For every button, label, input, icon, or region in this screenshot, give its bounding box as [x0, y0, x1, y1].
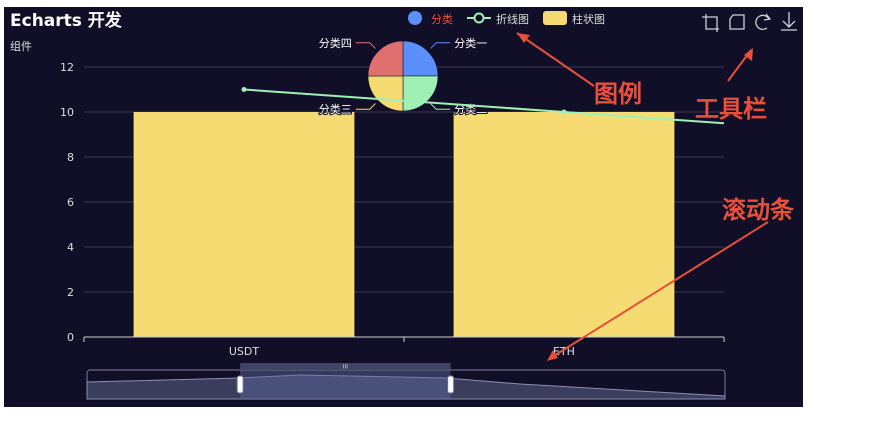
datazoom-slider[interactable]: III: [86, 363, 726, 400]
scrollbar-arrowhead: [547, 350, 558, 361]
line-point: [561, 109, 567, 115]
line-point: [241, 87, 247, 92]
legend: 分类 折线图 柱状图: [408, 11, 605, 26]
y-tick-label: 2: [67, 286, 74, 299]
pie-label-line: [430, 103, 451, 110]
y-tick-label: 6: [67, 196, 74, 209]
legend-item-pie[interactable]: 分类: [408, 11, 453, 26]
pie-slice-label: 分类三: [319, 102, 352, 116]
datazoom-handle: [447, 375, 455, 394]
axes: 0 2 4 6 8 10 12 USDT ETH: [60, 61, 725, 358]
legend-pie-marker: [408, 11, 422, 25]
datazoom-grip: III: [343, 364, 349, 371]
legend-line-marker: [473, 12, 485, 24]
legend-item-bar[interactable]: 柱状图: [543, 11, 605, 26]
crop-icon[interactable]: [702, 14, 719, 32]
annotations: 图例 工具栏 滚动条: [516, 32, 795, 361]
y-tick-label: 10: [60, 106, 74, 119]
pie-label-line: [430, 42, 451, 49]
toolbox: [702, 12, 797, 32]
undo-icon[interactable]: [729, 14, 745, 30]
pie-slice: [367, 75, 404, 112]
line-series: [241, 87, 725, 125]
legend-annotation: 图例: [594, 80, 642, 108]
bar: [133, 112, 355, 337]
bar-series: [133, 112, 675, 337]
datazoom-selected-range: [240, 370, 451, 399]
bar: [453, 112, 675, 337]
datazoom-preview: [86, 374, 726, 400]
toolbox-arrowhead: [744, 48, 753, 61]
legend-bar-label: 柱状图: [572, 12, 605, 26]
download-icon[interactable]: [781, 12, 797, 31]
y-tick-label: 8: [67, 151, 74, 164]
legend-item-line[interactable]: 折线图: [467, 12, 529, 26]
refresh-icon[interactable]: [755, 13, 772, 30]
pie-label-line: [355, 42, 376, 49]
toolbox-annotation: 工具栏: [695, 95, 767, 123]
legend-bar-marker: [543, 11, 567, 25]
chart-subtitle: 组件: [10, 39, 32, 53]
legend-arrow: [516, 32, 595, 87]
scrollbar-arrow: [548, 221, 769, 360]
datazoom-move-bar: [240, 363, 451, 370]
chart-title: Echarts 开发: [10, 10, 123, 31]
scrollbar-annotation: 滚动条: [722, 196, 795, 224]
pie-slice: [402, 40, 439, 77]
datazoom-handle: [236, 375, 244, 394]
y-tick-label: 0: [67, 331, 74, 344]
pie-label-line: [355, 103, 376, 110]
y-tick-label: 12: [60, 61, 74, 74]
pie-slice-label: 分类四: [319, 36, 352, 50]
pie-slice: [367, 40, 404, 77]
pie-slice-label: 分类一: [454, 36, 487, 50]
y-tick-label: 4: [67, 241, 74, 254]
x-tick-label: USDT: [229, 345, 260, 358]
legend-pie-label: 分类: [431, 12, 453, 26]
legend-arrowhead: [517, 33, 530, 43]
legend-line-label: 折线图: [496, 12, 529, 26]
x-tick-label: ETH: [553, 345, 575, 358]
